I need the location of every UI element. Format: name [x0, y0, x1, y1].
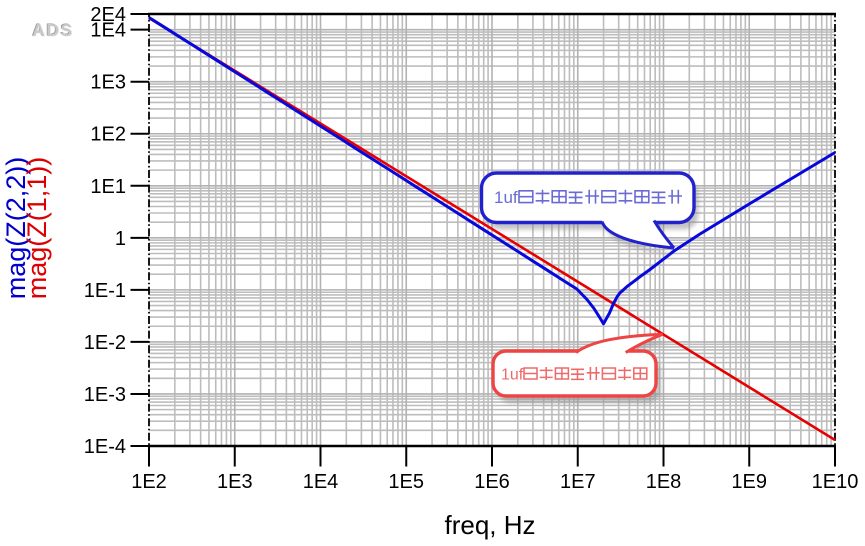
- svg-text:1E2: 1E2: [90, 124, 126, 146]
- svg-text:1E1: 1E1: [90, 176, 126, 198]
- svg-text:1E2: 1E2: [131, 471, 167, 493]
- svg-text:mag(Z(1,1)): mag(Z(1,1)): [22, 157, 52, 300]
- svg-text:1E-3: 1E-3: [84, 384, 126, 406]
- svg-text:1E-4: 1E-4: [84, 436, 126, 458]
- svg-text:1E8: 1E8: [646, 471, 682, 493]
- svg-text:1E10: 1E10: [812, 471, 859, 493]
- svg-text:mag(Z(2,2)): mag(Z(2,2)): [1, 157, 31, 300]
- svg-text:1uf: 1uf: [501, 367, 524, 384]
- svg-text:freq, Hz: freq, Hz: [444, 510, 535, 540]
- svg-text:1uf: 1uf: [494, 188, 518, 207]
- svg-text:1: 1: [115, 228, 126, 250]
- svg-text:1E3: 1E3: [90, 72, 126, 94]
- svg-text:1E6: 1E6: [474, 471, 510, 493]
- svg-text:ADS: ADS: [32, 20, 73, 40]
- svg-text:ADS: ADS: [32, 20, 73, 40]
- svg-text:ADS: ADS: [33, 21, 74, 41]
- svg-text:2E4: 2E4: [90, 4, 126, 26]
- svg-text:1E-1: 1E-1: [84, 280, 126, 302]
- svg-text:1E5: 1E5: [388, 471, 424, 493]
- svg-text:1E9: 1E9: [731, 471, 767, 493]
- svg-text:1E-2: 1E-2: [84, 332, 126, 354]
- svg-text:1E4: 1E4: [303, 471, 339, 493]
- svg-text:1E3: 1E3: [217, 471, 253, 493]
- svg-text:1E4: 1E4: [90, 20, 126, 42]
- svg-text:1E7: 1E7: [560, 471, 596, 493]
